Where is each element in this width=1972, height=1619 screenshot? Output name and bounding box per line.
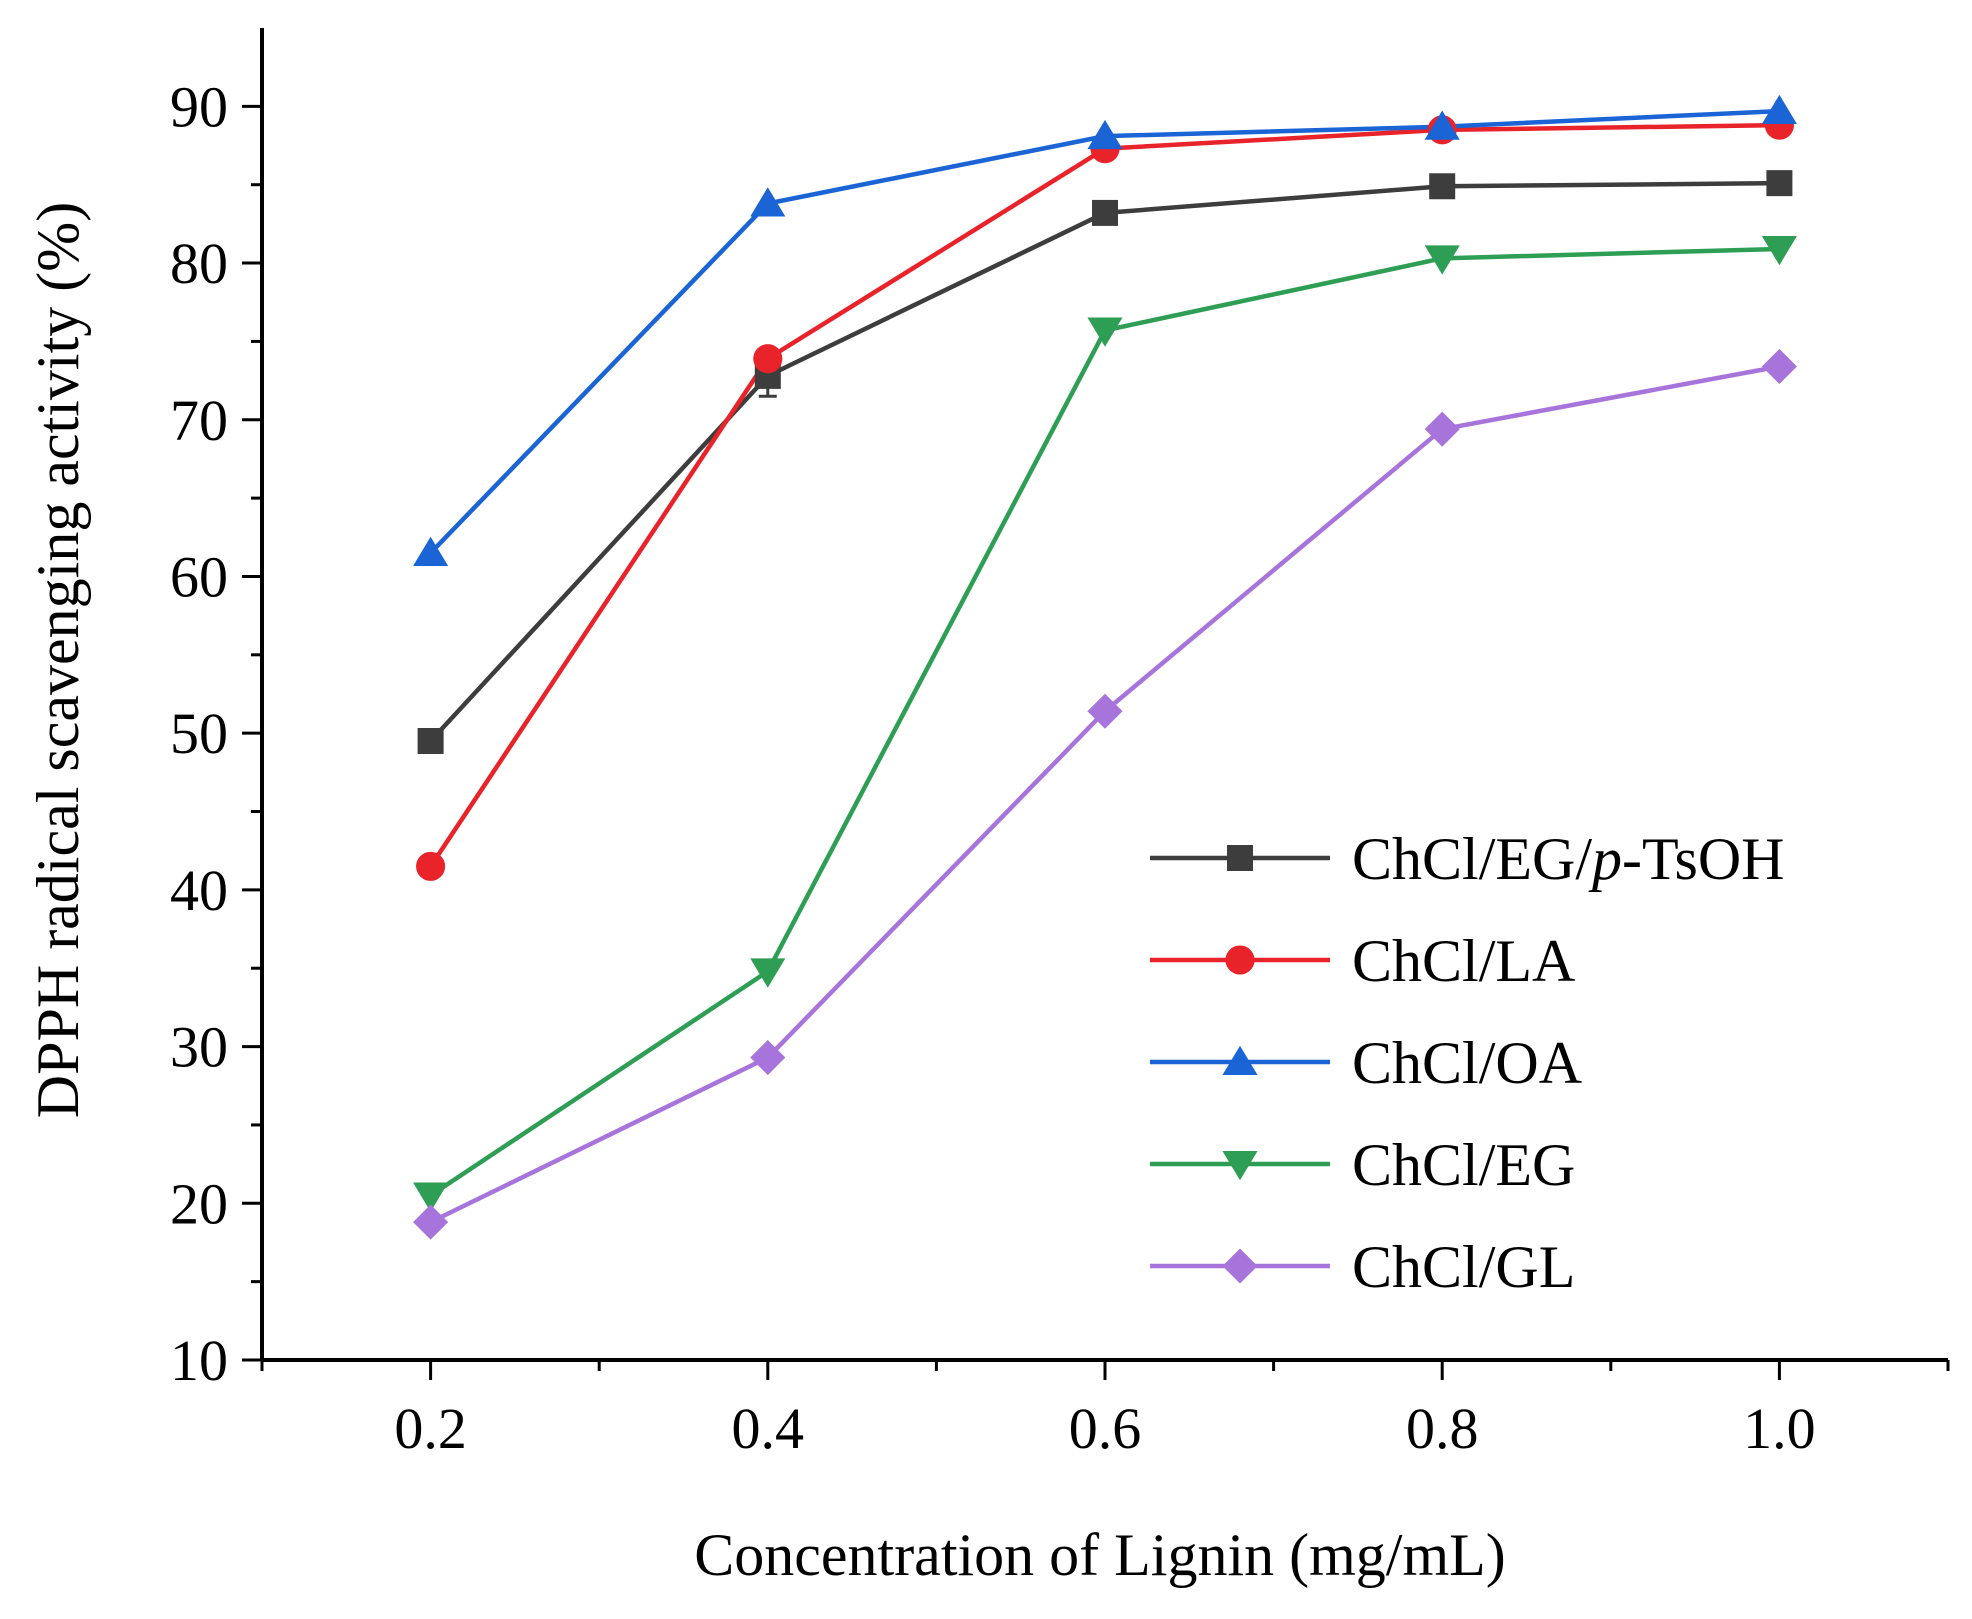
legend: ChCl/EG/p-TsOH ChCl/LA ChCl/OA ChCl/EG ChCl/…: [1150, 826, 1784, 1300]
legend-label: ChCl/EG: [1352, 1132, 1575, 1198]
legend-label: ChCl/EG/p-TsOH: [1352, 826, 1784, 892]
y-tick-label: 20: [170, 1171, 228, 1236]
legend-label: ChCl/LA: [1352, 928, 1575, 994]
data-point: [750, 1040, 786, 1076]
series-line: [428, 122, 1780, 868]
y-tick-label: 10: [170, 1328, 228, 1393]
data-point: [1761, 94, 1797, 125]
legend-marker: [1225, 945, 1255, 975]
data-point: [1424, 245, 1460, 275]
x-axis-title: Concentration of Lignin (mg/mL): [694, 1522, 1506, 1588]
data-point: [1424, 110, 1460, 140]
x-axis-ticks: 0.2 0.4 0.6 0.8 1.0: [260, 1360, 1950, 1461]
y-axis-title: DPPH radical scavenging activity (%): [25, 202, 91, 1118]
data-point: [1087, 693, 1123, 729]
data-point: [750, 187, 786, 217]
data-point: [1087, 119, 1123, 150]
x-tick-label: 1.0: [1743, 1396, 1816, 1461]
y-tick-label: 50: [170, 701, 228, 766]
data-point: [753, 344, 783, 374]
data-point: [417, 728, 444, 755]
data-point: [1761, 235, 1797, 266]
legend-marker: [1222, 1248, 1258, 1284]
y-tick-label: 80: [170, 231, 228, 296]
data-point: [750, 958, 786, 988]
legend-marker: [1227, 845, 1253, 871]
data-point: [1424, 411, 1460, 447]
series-markers: [413, 94, 1797, 1240]
x-tick-label: 0.8: [1406, 1396, 1479, 1461]
data-point: [416, 851, 446, 881]
y-tick-label: 90: [170, 74, 228, 139]
legend-marker: [1222, 1045, 1258, 1075]
legend-marker: [1222, 1151, 1258, 1181]
legend-label: ChCl/OA: [1352, 1030, 1582, 1096]
legend-label: ChCl/GL: [1352, 1234, 1575, 1300]
data-point: [1766, 170, 1793, 197]
error-bars: [421, 175, 1789, 752]
data-point: [1761, 348, 1797, 385]
data-point: [1092, 199, 1118, 226]
y-tick-label: 30: [170, 1015, 228, 1080]
data-point: [413, 1182, 449, 1212]
data-point: [413, 1204, 449, 1240]
series-line: [428, 180, 1780, 743]
y-tick-label: 70: [170, 388, 228, 453]
data-point: [1429, 173, 1456, 200]
data-point: [1087, 317, 1123, 347]
y-tick-label: 60: [170, 544, 228, 609]
data-point: [413, 536, 449, 566]
x-tick-label: 0.4: [732, 1396, 805, 1461]
x-tick-label: 0.6: [1069, 1396, 1142, 1461]
y-axis-ticks: 10 20 30 40 50 60 70 80 90: [170, 74, 262, 1393]
y-tick-label: 40: [170, 858, 228, 923]
x-tick-label: 0.2: [394, 1396, 467, 1461]
